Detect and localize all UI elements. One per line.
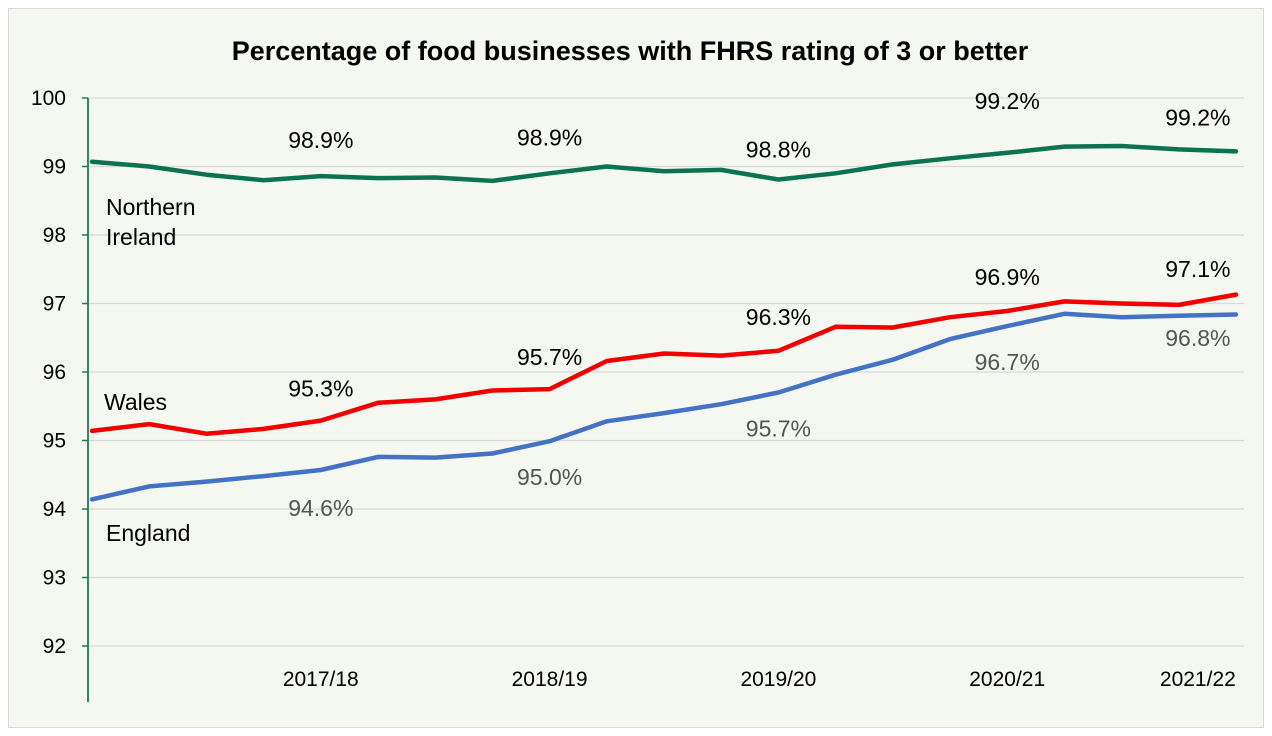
series-name-label: Wales [104, 389, 167, 415]
y-tick-label: 99 [43, 156, 66, 179]
chart-frame [8, 8, 1264, 728]
x-tick-label: 2019/20 [740, 668, 816, 691]
data-label: 98.9% [288, 127, 353, 153]
data-label: 97.1% [1165, 256, 1230, 282]
x-tick-label: 2018/19 [512, 668, 588, 691]
y-tick-label: 95 [43, 430, 66, 453]
y-tick-label: 98 [43, 224, 66, 247]
y-axis: 92 93 94 95 96 97 98 99 100 [31, 87, 89, 702]
data-label: 98.8% [746, 137, 811, 163]
data-label: 95.7% [746, 416, 811, 442]
data-label: 96.7% [975, 349, 1040, 375]
series-lines [89, 143, 1239, 502]
y-tick-label: 94 [43, 498, 67, 521]
data-label: 96.8% [1165, 325, 1230, 351]
chart-title: Percentage of food businesses with FHRS … [232, 36, 1029, 66]
data-label: 96.3% [746, 304, 811, 330]
y-tick-label: 93 [43, 567, 66, 590]
y-tick-label: 92 [43, 635, 66, 658]
series-name-label: Ireland [106, 224, 176, 250]
y-tick-label: 100 [31, 87, 66, 110]
data-label: 94.6% [288, 495, 353, 521]
data-label: 95.0% [517, 464, 582, 490]
series-name-label: Northern [106, 194, 195, 220]
data-labels: 98.9% 98.9% 98.8% 99.2% 99.2% 95.3% 95.7% 96.3%… [288, 88, 1230, 521]
data-label: 99.2% [1165, 104, 1230, 130]
series-line-wales [89, 292, 1239, 436]
x-tick-label: 2021/22 [1160, 668, 1236, 691]
data-label: 95.7% [517, 344, 582, 370]
data-label: 99.2% [975, 88, 1040, 114]
data-label: 95.3% [288, 376, 353, 402]
data-label: 98.9% [517, 124, 582, 150]
series-names: Northern Ireland Wales England [104, 194, 195, 546]
series-name-label: England [106, 520, 190, 546]
x-axis: 2017/18 2018/19 2019/20 2020/21 2021/22 [283, 668, 1236, 691]
series-line-england [89, 311, 1239, 502]
y-tick-label: 96 [43, 361, 66, 384]
x-tick-label: 2020/21 [969, 668, 1045, 691]
y-tick-label: 97 [43, 293, 66, 316]
series-line-northern-ireland [89, 143, 1239, 184]
x-tick-label: 2017/18 [283, 668, 359, 691]
data-label: 96.9% [975, 264, 1040, 290]
